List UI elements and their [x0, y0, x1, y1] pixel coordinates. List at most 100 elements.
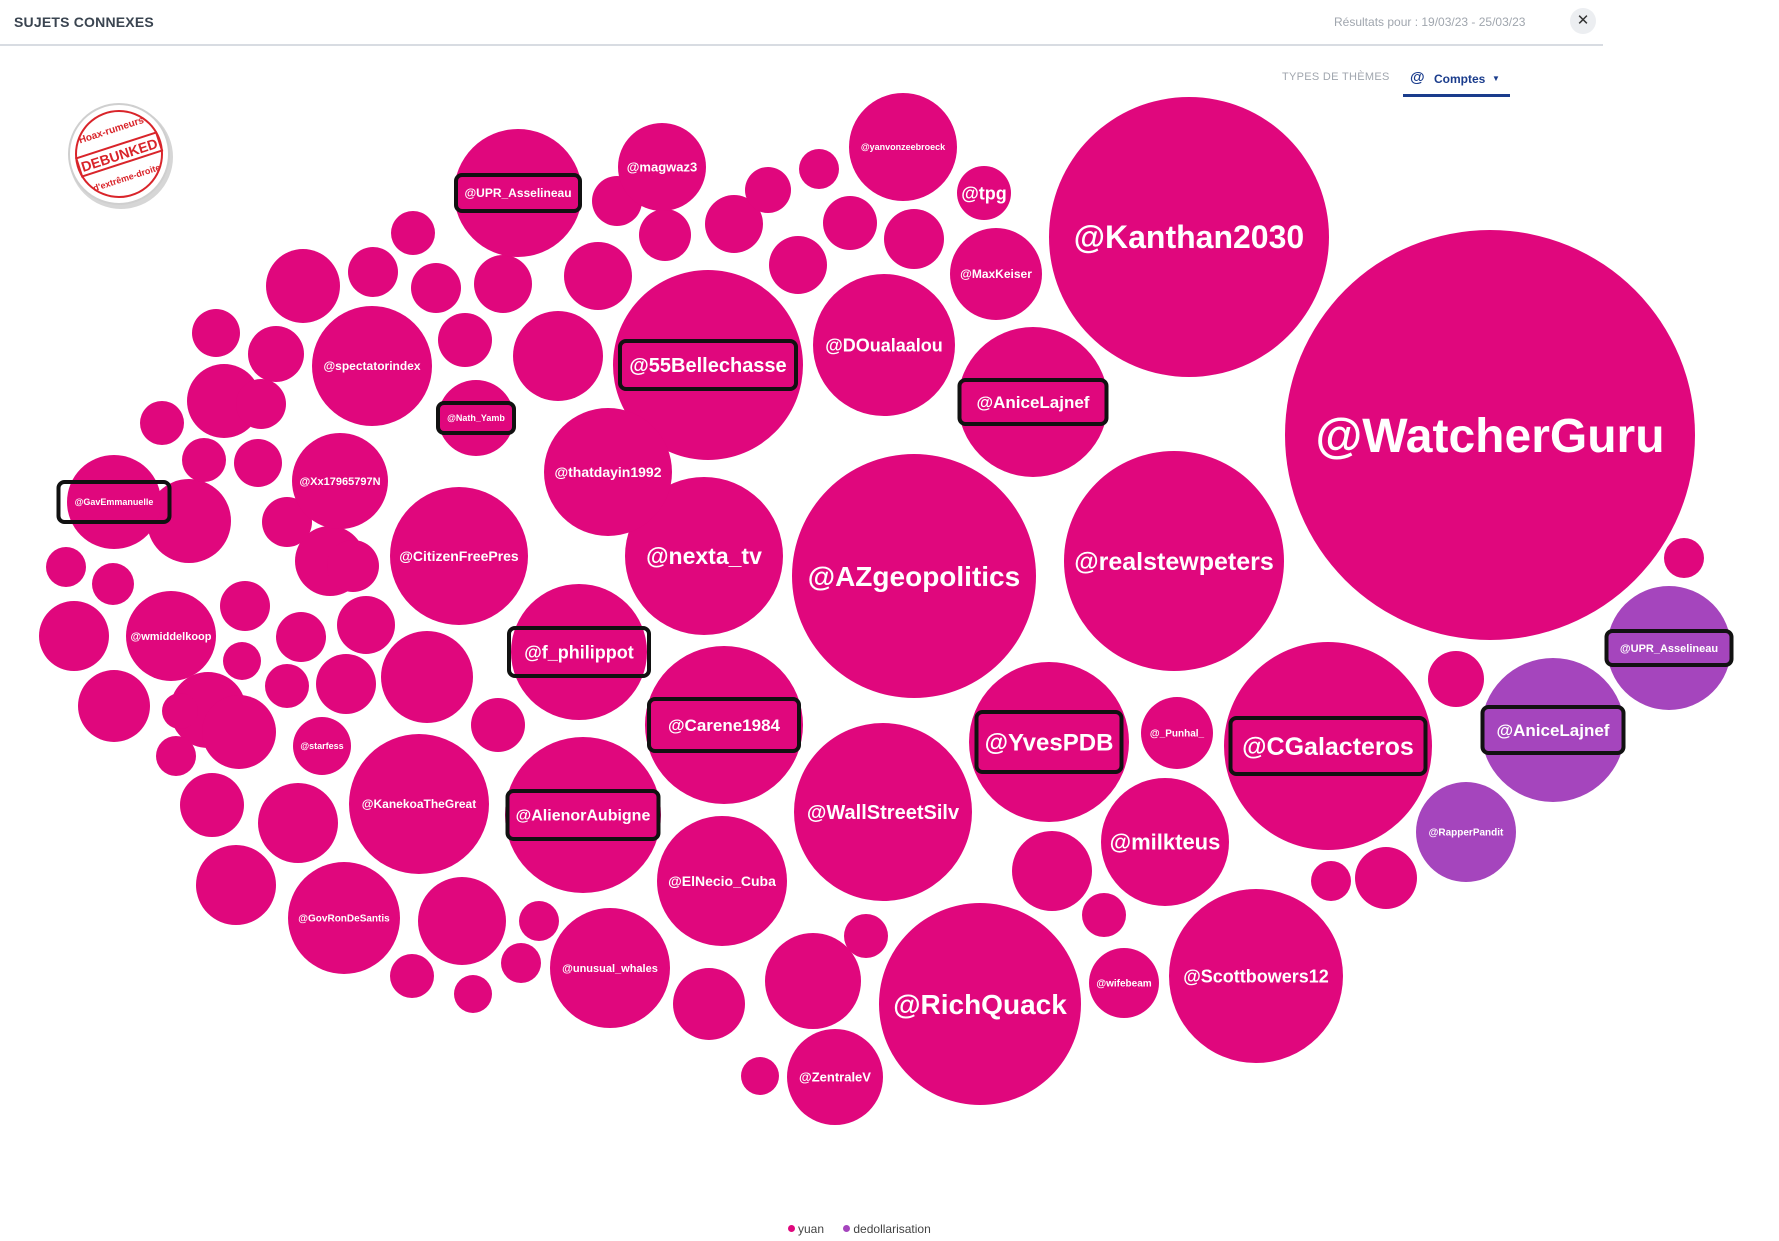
bubble-unlabeled-32[interactable]: [327, 540, 379, 592]
bubble-unlabeled-34[interactable]: [276, 612, 326, 662]
bubble-unlabeled-53[interactable]: [741, 1057, 779, 1095]
bubble-unlabeled-18[interactable]: [391, 211, 435, 255]
bubble-unlabeled-33[interactable]: [337, 596, 395, 654]
bubble-unlabeled-5[interactable]: [92, 563, 134, 605]
bubble-unlabeled-28[interactable]: [823, 196, 877, 250]
bubble-unlabeled-41[interactable]: [162, 693, 198, 729]
bubble-nexta-tv-yuan[interactable]: @nexta_tv: [625, 477, 783, 635]
bubble-cgalacteros-yuan[interactable]: @CGalacteros: [1224, 642, 1432, 850]
bubble-unlabeled-29[interactable]: [884, 209, 944, 269]
bubble-unlabeled-17[interactable]: [474, 255, 532, 313]
bubble-unlabeled-31[interactable]: [262, 497, 312, 547]
bubble-kanthan2030-yuan[interactable]: @Kanthan2030: [1049, 97, 1329, 377]
bubble-unlabeled-42[interactable]: [156, 736, 196, 776]
bubble-unlabeled-38[interactable]: [265, 664, 309, 708]
bubble-unlabeled-7[interactable]: [140, 401, 184, 445]
bubble-unlabeled-50[interactable]: [390, 954, 434, 998]
bubble-upr-asselineau-dedollarisation[interactable]: @UPR_Asselineau: [1604, 586, 1734, 710]
bubble-unlabeled-44[interactable]: [180, 773, 244, 837]
bubble-unlabeled-8[interactable]: [182, 438, 226, 482]
bubble-unlabeled-10[interactable]: [248, 326, 304, 382]
bubble-unlabeled-57[interactable]: [1082, 893, 1126, 937]
bubble-zentralev-yuan[interactable]: @ZentraleV: [787, 1029, 883, 1125]
bubble-unlabeled-27[interactable]: [745, 167, 791, 213]
bubble-yvespdb-yuan[interactable]: @YvesPDB: [969, 662, 1129, 822]
bubble-upr-asselineau-yuan[interactable]: @UPR_Asselineau: [454, 129, 582, 257]
bubble--punhal--yuan[interactable]: @_Punhal_: [1141, 697, 1213, 769]
bubble-richquack-yuan[interactable]: @RichQuack: [879, 903, 1081, 1105]
bubble-unlabeled-15[interactable]: [348, 247, 398, 297]
bubble-xx17965797n-yuan[interactable]: @Xx17965797N: [292, 433, 388, 529]
bubble-spectatorindex-yuan[interactable]: @spectatorindex: [312, 306, 432, 426]
bubble-unlabeled-61[interactable]: [1664, 538, 1704, 578]
bubble-unlabeled-21[interactable]: [564, 242, 632, 310]
bubble-tpg-yuan[interactable]: @tpg: [957, 166, 1011, 220]
bubble-unlabeled-39[interactable]: [381, 631, 473, 723]
bubble-carene1984-yuan[interactable]: @Carene1984: [645, 646, 803, 804]
bubble-unlabeled-59[interactable]: [1355, 847, 1417, 909]
bubble-govrondesantis-yuan[interactable]: @GovRonDeSantis: [288, 862, 400, 974]
bubble-rapperpandit-dedollarisation[interactable]: @RapperPandit: [1416, 782, 1516, 882]
bubble-doualaalou-yuan[interactable]: @DOualaalou: [813, 274, 955, 416]
bubble-scottbowers12-yuan[interactable]: @Scottbowers12: [1169, 889, 1343, 1063]
bubble-azgeopolitics-yuan[interactable]: @AZgeopolitics: [792, 454, 1036, 698]
bubble-unlabeled-12[interactable]: [234, 439, 282, 487]
bubble-unlabeled-13[interactable]: [236, 379, 286, 429]
bubble-unlabeled-26[interactable]: [799, 149, 839, 189]
bubble-unlabeled-37[interactable]: [223, 642, 261, 680]
bubble-unlabeled-9[interactable]: [192, 309, 240, 357]
bubble-unlabeled-4[interactable]: [78, 670, 150, 742]
bubble-unlabeled-25[interactable]: [769, 236, 827, 294]
bubble-unlabeled-47[interactable]: [418, 877, 506, 965]
bubble-unlabeled-56[interactable]: [1012, 831, 1092, 911]
bubble-starfess-yuan[interactable]: @starfess: [293, 717, 351, 775]
bubble-55bellechasse-yuan[interactable]: @55Bellechasse: [613, 270, 803, 460]
bubble-wallstreetsilv-yuan[interactable]: @WallStreetSilv: [794, 723, 972, 901]
bubble-unlabeled-36[interactable]: [220, 581, 270, 631]
bubble-kanekoathegreat-yuan[interactable]: @KanekoaTheGreat: [349, 734, 489, 874]
bubble-realstewpeters-yuan[interactable]: @realstewpeters: [1064, 451, 1284, 671]
bubble-unlabeled-20[interactable]: [513, 311, 603, 401]
bubble-unlabeled-43[interactable]: [202, 695, 276, 769]
bubble-unlabeled-6[interactable]: [46, 547, 86, 587]
bubble-unlabeled-46[interactable]: [258, 783, 338, 863]
bubble-unlabeled-45[interactable]: [196, 845, 276, 925]
bubble-wmiddelkoop-yuan[interactable]: @wmiddelkoop: [126, 591, 216, 681]
bubble-gavemmanuelle-yuan[interactable]: @GavEmmanuelle: [56, 455, 172, 549]
bubble-unlabeled-24[interactable]: [705, 195, 763, 253]
bubble-nath-yamb-yuan[interactable]: @Nath_Yamb: [436, 380, 516, 456]
bubble-unlabeled-54[interactable]: [765, 933, 861, 1029]
bubble-wifebeam-yuan[interactable]: @wifebeam: [1089, 948, 1159, 1018]
close-button[interactable]: ✕: [1570, 8, 1596, 34]
bubble-unlabeled-58[interactable]: [1311, 861, 1351, 901]
bubble-f-philippot-yuan[interactable]: @f_philippot: [507, 584, 651, 720]
bubble-elnecio-cuba-yuan[interactable]: @ElNecio_Cuba: [657, 816, 787, 946]
bubble-unlabeled-60[interactable]: [1428, 651, 1484, 707]
bubble-alienoraubigne-yuan[interactable]: @AlienorAubigne: [505, 737, 661, 893]
legend-item-yuan[interactable]: yuan: [788, 1222, 824, 1236]
legend-item-dedollarisation[interactable]: dedollarisation: [843, 1222, 931, 1236]
bubble-anicelajnef-dedollarisation[interactable]: @AniceLajnef: [1480, 658, 1626, 802]
bubble-watcherguru-yuan[interactable]: @WatcherGuru: [1285, 230, 1695, 640]
bubble-unlabeled-51[interactable]: [454, 975, 492, 1013]
bubble-unlabeled-23[interactable]: [639, 209, 691, 261]
bubble-unlabeled-14[interactable]: [266, 249, 340, 323]
bubble-anicelajnef-yuan[interactable]: @AniceLajnef: [957, 327, 1109, 477]
bubble-unlabeled-40[interactable]: [471, 698, 525, 752]
bubble-unusual-whales-yuan[interactable]: @unusual_whales: [550, 908, 670, 1028]
theme-type-dropdown[interactable]: @ Comptes ▼: [1403, 66, 1510, 97]
bubble-unlabeled-16[interactable]: [411, 263, 461, 313]
bubble-unlabeled-55[interactable]: [844, 914, 888, 958]
bubble-yanvonzeebroeck-yuan[interactable]: @yanvonzeebroeck: [849, 93, 957, 201]
bubble-milkteus-yuan[interactable]: @milkteus: [1101, 778, 1229, 906]
bubble-thatdayin1992-yuan[interactable]: @thatdayin1992: [544, 408, 672, 536]
bubble-unlabeled-35[interactable]: [316, 654, 376, 714]
bubble-unlabeled-52[interactable]: [673, 968, 745, 1040]
bubble-unlabeled-3[interactable]: [39, 601, 109, 671]
bubble-magwaz3-yuan[interactable]: @magwaz3: [618, 123, 706, 211]
bubble-citizenfreepres-yuan[interactable]: @CitizenFreePres: [390, 487, 528, 625]
bubble-unlabeled-19[interactable]: [438, 313, 492, 367]
bubble-maxkeiser-yuan[interactable]: @MaxKeiser: [950, 228, 1042, 320]
bubble-unlabeled-48[interactable]: [519, 901, 559, 941]
bubble-unlabeled-49[interactable]: [501, 943, 541, 983]
